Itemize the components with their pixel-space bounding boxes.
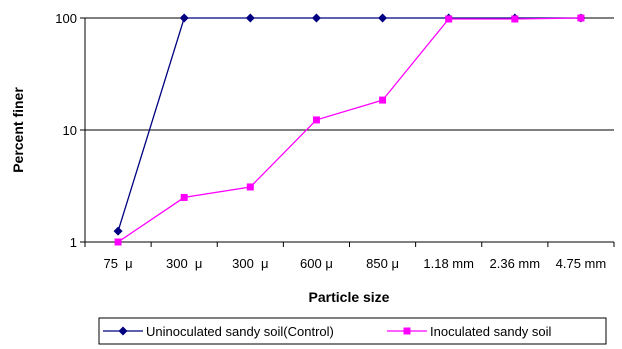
series-2 [114,14,585,246]
x-tick-label: 4.75 mm [556,256,607,271]
data-point [245,13,255,23]
data-point [114,238,122,246]
series-line [117,17,581,232]
data-point [378,13,388,23]
data-point [246,183,254,191]
legend-marker-inoculated [403,327,411,335]
data-point [577,14,585,22]
x-tick-label: 75 μ [103,256,132,271]
x-tick-label: 850 μ [366,256,399,271]
x-tick-label: 1.18 mm [423,256,474,271]
legend: Uninoculated sandy soil(Control) Inocula… [98,317,607,345]
legend-marker-control [118,326,128,336]
data-point [379,96,387,104]
y-axis-title: Percent finer [10,87,26,173]
data-point [180,193,188,201]
series-layer [113,13,586,246]
y-tick-label: 10 [63,123,77,138]
y-tick-label: 100 [55,11,77,26]
gridlines [85,17,614,131]
data-point [311,13,321,23]
x-tick-label: 300 μ [232,256,268,271]
data-point [113,226,123,236]
y-tick-label: 1 [70,235,77,250]
x-tick-label: 600 μ [300,256,333,271]
legend-label-inoculated: Inoculated sandy soil [430,324,552,339]
legend-box [98,317,607,345]
data-point [445,15,453,23]
series-1 [113,13,586,236]
data-point [511,15,519,23]
x-axis-title: Particle size [309,289,390,305]
x-tick-label: 2.36 mm [490,256,541,271]
data-point [312,116,320,124]
x-tick-labels: 75 μ 300 μ 300 μ 600 μ 850 μ 1.18 mm 2.36 mm 4.… [84,242,615,271]
data-point [179,13,189,23]
series-line [117,17,581,243]
legend-label-control: Uninoculated sandy soil(Control) [146,324,334,339]
y-tick-labels: 1 10 100 [55,11,85,250]
x-tick-label: 300 μ [166,256,202,271]
